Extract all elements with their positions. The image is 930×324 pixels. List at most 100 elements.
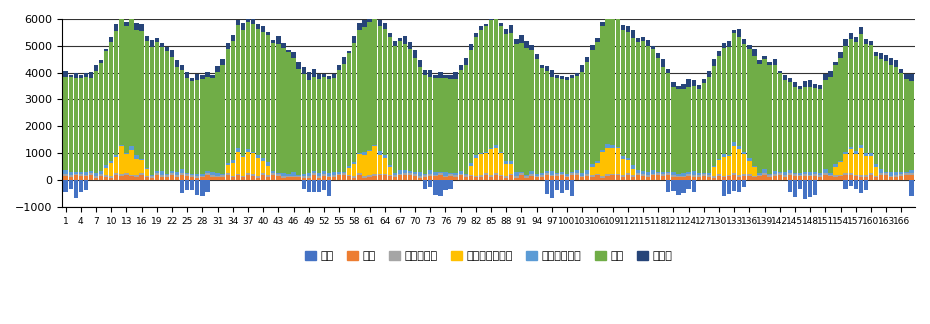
Bar: [266, 162, 271, 166]
Bar: [732, 33, 737, 142]
Bar: [413, 58, 418, 172]
Bar: [889, 176, 894, 177]
Bar: [135, 159, 139, 175]
Bar: [848, 175, 853, 180]
Bar: [879, 173, 883, 175]
Bar: [154, 176, 159, 180]
Bar: [874, 55, 878, 164]
Bar: [864, 153, 868, 156]
Bar: [403, 170, 407, 173]
Bar: [722, 156, 726, 176]
Bar: [352, 176, 356, 178]
Bar: [326, 173, 331, 176]
Bar: [119, 176, 124, 180]
Bar: [235, 148, 240, 152]
Bar: [378, 26, 382, 151]
Bar: [226, 43, 230, 49]
Bar: [550, 171, 554, 175]
Bar: [757, 175, 762, 176]
Bar: [858, 175, 863, 177]
Bar: [727, 47, 731, 156]
Bar: [73, 78, 78, 172]
Bar: [463, 174, 468, 175]
Bar: [454, 79, 458, 173]
Bar: [469, 175, 473, 176]
Bar: [616, 176, 620, 180]
Bar: [286, 178, 291, 180]
Bar: [286, 52, 291, 174]
Bar: [216, 66, 219, 72]
Bar: [752, 176, 757, 177]
Bar: [246, 149, 250, 152]
Bar: [565, 178, 569, 180]
Bar: [195, 180, 199, 195]
Bar: [322, 180, 326, 190]
Bar: [727, 40, 731, 47]
Bar: [591, 167, 594, 175]
Bar: [788, 175, 792, 180]
Bar: [519, 175, 524, 180]
Bar: [220, 177, 225, 180]
Bar: [119, 19, 124, 145]
Bar: [144, 176, 149, 178]
Bar: [88, 173, 93, 175]
Bar: [444, 180, 447, 190]
Bar: [879, 53, 883, 59]
Bar: [297, 62, 300, 69]
Bar: [839, 58, 843, 161]
Bar: [798, 175, 803, 176]
Bar: [575, 76, 579, 170]
Bar: [469, 167, 473, 175]
Bar: [757, 173, 762, 175]
Bar: [499, 152, 503, 154]
Bar: [722, 154, 726, 156]
Bar: [504, 29, 509, 34]
Bar: [317, 79, 321, 173]
Bar: [742, 176, 747, 180]
Bar: [469, 50, 473, 163]
Bar: [620, 159, 625, 175]
Bar: [479, 177, 483, 180]
Bar: [788, 173, 792, 175]
Bar: [595, 39, 600, 42]
Bar: [707, 175, 711, 177]
Bar: [631, 169, 635, 175]
Bar: [732, 146, 737, 173]
Bar: [220, 59, 225, 65]
Bar: [403, 175, 407, 180]
Bar: [874, 178, 878, 180]
Bar: [899, 174, 903, 176]
Bar: [337, 64, 341, 70]
Bar: [463, 177, 468, 180]
Bar: [620, 175, 625, 178]
Bar: [357, 175, 362, 180]
Bar: [473, 178, 478, 180]
Bar: [63, 170, 68, 174]
Bar: [220, 65, 225, 174]
Bar: [276, 173, 281, 174]
Bar: [367, 149, 372, 151]
Bar: [854, 176, 857, 180]
Bar: [216, 177, 219, 180]
Bar: [510, 164, 513, 174]
Bar: [565, 80, 569, 174]
Bar: [79, 174, 83, 176]
Bar: [444, 78, 447, 172]
Bar: [408, 171, 412, 173]
Bar: [591, 177, 594, 180]
Bar: [69, 175, 73, 177]
Bar: [256, 158, 260, 176]
Bar: [539, 65, 544, 68]
Bar: [332, 175, 337, 177]
Bar: [301, 74, 306, 174]
Bar: [408, 49, 412, 171]
Bar: [73, 180, 78, 198]
Bar: [175, 175, 179, 177]
Bar: [272, 176, 275, 180]
Bar: [63, 71, 68, 77]
Bar: [767, 175, 772, 177]
Bar: [291, 52, 296, 58]
Bar: [135, 156, 139, 159]
Bar: [839, 175, 843, 177]
Bar: [444, 75, 447, 78]
